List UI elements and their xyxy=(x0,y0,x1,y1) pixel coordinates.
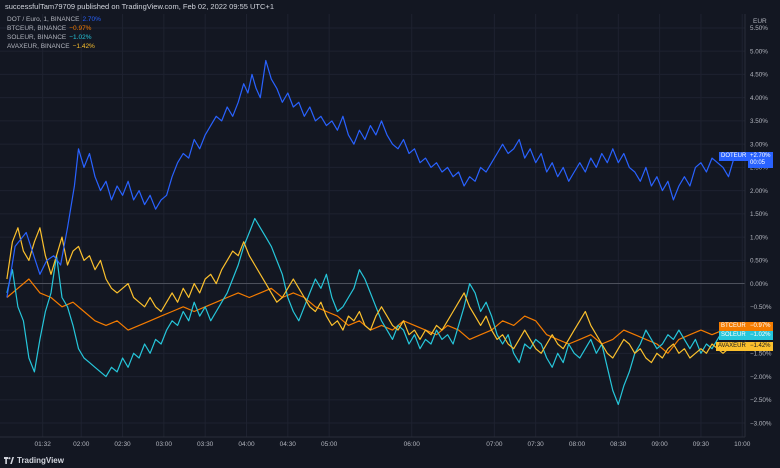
y-tick-label: 3.50% xyxy=(750,118,768,125)
y-tick-label: 3.00% xyxy=(750,141,768,148)
tradingview-logo-icon xyxy=(4,457,14,464)
x-tick-label: 03:30 xyxy=(197,441,214,448)
tag-btc-symbol: BTCEUR xyxy=(719,322,748,331)
legend-item-dot[interactable]: DOT / Euro, 1, BINANCE 2.70% xyxy=(7,16,101,23)
y-tick-label: −0.50% xyxy=(750,304,772,311)
footer: TradingView xyxy=(0,453,780,468)
grid-lines xyxy=(0,14,745,437)
legend-label: AVAXEUR, BINANCE xyxy=(7,43,70,50)
y-tick-label: 2.50% xyxy=(750,165,768,172)
tag-dot-change: +2.70% xyxy=(750,153,771,159)
x-tick-label: 06:00 xyxy=(404,441,421,448)
x-tick-label: 02:00 xyxy=(73,441,90,448)
legend-item-sol[interactable]: SOLEUR, BINANCE −1.02% xyxy=(7,34,91,41)
x-tick-label: 04:00 xyxy=(238,441,255,448)
tradingview-logo[interactable]: TradingView xyxy=(4,456,64,465)
legend-item-btc[interactable]: BTCEUR, BINANCE −0.97% xyxy=(7,25,91,32)
y-tick-label: 2.00% xyxy=(750,188,768,195)
x-tick-label: 07:00 xyxy=(486,441,503,448)
y-tick-label: 0.00% xyxy=(750,281,768,288)
tag-dot-symbol: DOTEUR xyxy=(719,152,749,161)
y-tick-label: 4.00% xyxy=(750,95,768,102)
publish-info: successfulTam79709 published on TradingV… xyxy=(5,2,274,11)
x-tick-label: 09:00 xyxy=(651,441,668,448)
tag-btc-value: −0.97% xyxy=(748,322,773,331)
y-tick-label: −2.00% xyxy=(750,374,772,381)
x-tick-label: 05:00 xyxy=(321,441,338,448)
series-lines xyxy=(6,59,735,406)
currency-label: EUR xyxy=(753,18,767,25)
time-axis[interactable]: 01:32 02:00 02:30 03:00 03:30 04:00 04:30 05:00… xyxy=(35,441,751,448)
publish-header: successfulTam79709 published on TradingV… xyxy=(0,0,780,13)
legend-change: 2.70% xyxy=(82,16,101,23)
y-tick-label: 5.50% xyxy=(750,25,768,32)
tag-sol-value: −1.02% xyxy=(748,331,773,340)
x-tick-label: 03:00 xyxy=(156,441,173,448)
x-tick-label: 02:30 xyxy=(114,441,131,448)
y-tick-label: 1.50% xyxy=(750,211,768,218)
y-tick-label: 5.00% xyxy=(750,48,768,55)
tag-avax-value: −1.42% xyxy=(748,342,773,351)
legend-label: DOT / Euro, 1, BINANCE xyxy=(7,16,80,23)
tradingview-logo-text: TradingView xyxy=(17,456,64,465)
series-line-soleur xyxy=(6,217,735,406)
series-line-avaxeur xyxy=(6,227,735,364)
x-tick-label: 07:30 xyxy=(528,441,545,448)
legend-item-avax[interactable]: AVAXEUR, BINANCE −1.42% xyxy=(7,43,95,50)
legend-label: SOLEUR, BINANCE xyxy=(7,34,67,41)
y-tick-label: 1.00% xyxy=(750,234,768,241)
legend-change: −0.97% xyxy=(69,25,92,32)
y-tick-label: −1.50% xyxy=(750,351,772,358)
legend-change: −1.42% xyxy=(72,43,95,50)
x-tick-label: 04:30 xyxy=(280,441,297,448)
tag-avax-symbol: AVAXEUR xyxy=(716,342,748,351)
y-tick-label: −2.50% xyxy=(750,397,772,404)
x-tick-label: 08:30 xyxy=(610,441,627,448)
x-tick-label: 10:00 xyxy=(734,441,751,448)
tag-dot-time: 00:05 xyxy=(750,160,766,166)
price-axis[interactable]: 5.50% 5.00% 4.50% 4.00% 3.50% 3.00% 2.50% 2.00%… xyxy=(750,25,772,427)
x-tick-label: 01:32 xyxy=(35,441,52,448)
tag-sol-symbol: SOLEUR xyxy=(719,331,748,340)
x-tick-label: 08:00 xyxy=(569,441,586,448)
y-tick-label: −3.00% xyxy=(750,420,772,427)
series-line-doteur xyxy=(6,59,735,298)
y-tick-label: 0.50% xyxy=(750,258,768,265)
tag-dot-value: +2.70% 00:05 xyxy=(748,152,773,168)
y-tick-label: 4.50% xyxy=(750,72,768,79)
legend-label: BTCEUR, BINANCE xyxy=(7,25,67,32)
series-line-btceur xyxy=(6,278,735,354)
legend-change: −1.02% xyxy=(69,34,92,41)
x-tick-label: 09:30 xyxy=(693,441,710,448)
